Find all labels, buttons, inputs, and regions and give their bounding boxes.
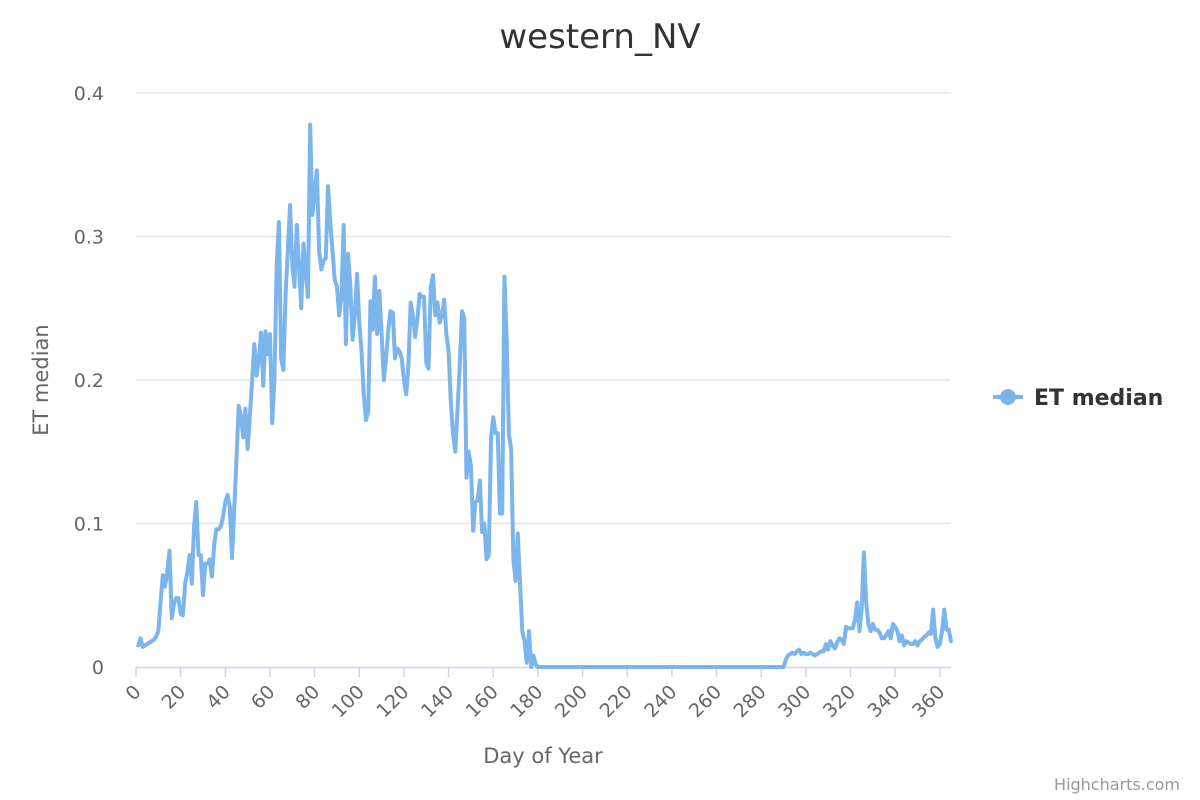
y-tick-label: 0.3 bbox=[74, 227, 104, 249]
y-tick-label: 0.1 bbox=[74, 514, 104, 536]
series-line-et-median[interactable] bbox=[136, 122, 953, 669]
x-tick-label: 100 bbox=[328, 681, 369, 722]
grid-lines bbox=[136, 92, 951, 525]
x-tick-label: 260 bbox=[685, 681, 726, 722]
x-tick-label: 180 bbox=[506, 681, 547, 722]
x-tick-label: 320 bbox=[819, 681, 860, 722]
x-tick-label: 0 bbox=[121, 681, 145, 705]
y-axis-labels: 0 0.1 0.2 0.3 0.4 bbox=[74, 83, 104, 679]
x-tick-label: 300 bbox=[774, 681, 815, 722]
x-tick-label: 140 bbox=[417, 681, 458, 722]
x-axis-title: Day of Year bbox=[483, 744, 603, 768]
legend-label: ET median bbox=[1034, 386, 1163, 411]
x-axis: 0 20 40 60 80 100 120 140 160 180 200 220 240 260 280 3… bbox=[121, 666, 951, 722]
x-tick-label: 240 bbox=[640, 681, 681, 722]
y-tick-label: 0.2 bbox=[74, 370, 104, 392]
x-tick-label: 80 bbox=[292, 681, 325, 714]
x-tick-label: 60 bbox=[247, 681, 280, 714]
y-tick-label: 0 bbox=[92, 657, 104, 679]
chart-title: western_NV bbox=[499, 17, 700, 57]
x-tick-label: 160 bbox=[462, 681, 503, 722]
x-tick-label: 280 bbox=[730, 681, 771, 722]
legend[interactable]: ET median bbox=[993, 386, 1163, 411]
credits[interactable]: Highcharts.com bbox=[1054, 775, 1180, 794]
x-tick-label: 360 bbox=[908, 681, 949, 722]
legend-dot-marker bbox=[1000, 389, 1016, 405]
plot-area bbox=[136, 122, 953, 669]
x-tick-label: 120 bbox=[372, 681, 413, 722]
x-tick-label: 340 bbox=[864, 681, 905, 722]
x-tick-label: 40 bbox=[202, 681, 235, 714]
x-tick-label: 200 bbox=[551, 681, 592, 722]
y-axis-title: ET median bbox=[29, 324, 53, 436]
x-tick-label: 220 bbox=[596, 681, 637, 722]
x-tick-label: 20 bbox=[158, 681, 191, 714]
y-tick-label: 0.4 bbox=[74, 83, 104, 105]
